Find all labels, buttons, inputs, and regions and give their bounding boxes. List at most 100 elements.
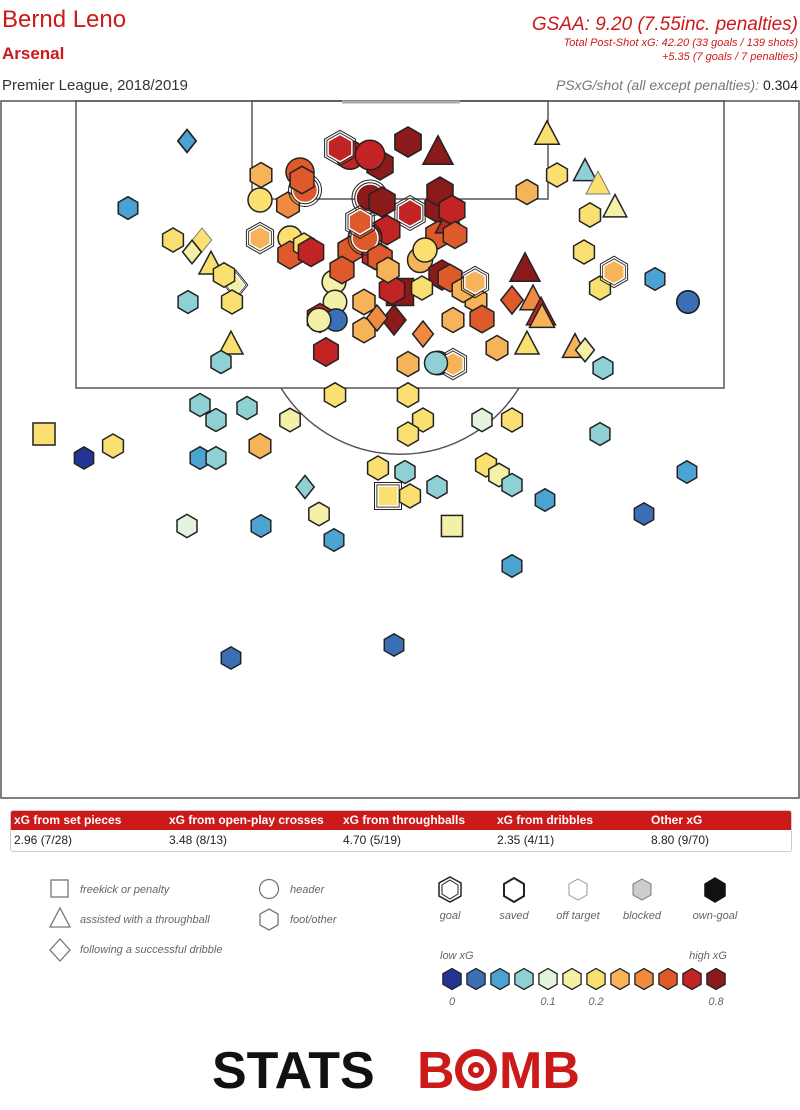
- shot-marker: [381, 303, 407, 337]
- xg-header-throughballs: xG from throughballs: [343, 813, 466, 827]
- shot-marker: [354, 139, 386, 171]
- scale-swatch: [538, 967, 558, 991]
- shot-marker: [394, 126, 422, 158]
- shot-marker: [161, 227, 185, 253]
- psxg-per-shot-value: 0.304: [762, 77, 798, 93]
- shot-marker: [501, 553, 523, 579]
- shot-marker: [499, 284, 525, 316]
- legend-offtarget-icon: [568, 878, 588, 901]
- shot-marker: [602, 192, 628, 218]
- shot-marker: [117, 195, 139, 221]
- shot-marker: [32, 422, 56, 446]
- shot-marker: [528, 302, 556, 329]
- shot-marker: [250, 513, 272, 539]
- shot-marker: [217, 329, 245, 355]
- shot-marker: [212, 261, 236, 289]
- psxg-per-shot: PSxG/shot (all except penalties): 0.304: [556, 77, 798, 93]
- shot-marker: [294, 474, 316, 500]
- shot-marker: [513, 329, 541, 355]
- xg-header-dribbles: xG from dribbles: [497, 813, 594, 827]
- logo-mb: MB: [499, 1042, 580, 1100]
- xg-value-other: 8.80 (9/70): [651, 833, 710, 847]
- legend-goal-label: goal: [440, 910, 461, 922]
- shot-marker: [410, 275, 434, 301]
- shot-marker: [366, 455, 390, 481]
- legend-saved-icon: [503, 876, 525, 904]
- shot-marker: [245, 221, 275, 255]
- shot-marker: [396, 421, 420, 447]
- legend-foot-label: foot/other: [290, 914, 338, 926]
- shot-marker: [376, 256, 400, 284]
- xg-table-header: xG from set pieces xG from open-play cro…: [11, 811, 791, 830]
- legend-goal-icon: [438, 876, 462, 903]
- shot-marker: [394, 459, 416, 485]
- shot-marker: [210, 349, 232, 375]
- shot-marker: [460, 265, 490, 299]
- gsaa-label: GSAA: 9.20 (7.55inc. penalties): [531, 14, 798, 35]
- xg-table-values: 2.96 (7/28) 3.48 (8/13) 4.70 (5/19) 2.35…: [11, 830, 791, 851]
- xg-header-other: Other xG: [651, 813, 703, 827]
- shot-marker: [329, 255, 355, 285]
- shot-marker: [189, 392, 211, 418]
- legend-owngoal-icon: [704, 877, 726, 903]
- shot-marker: [324, 129, 356, 167]
- shot-marker: [176, 128, 198, 154]
- shot-marker: [574, 337, 596, 363]
- legend-dribble-label: following a successful dribble: [80, 944, 222, 956]
- shot-marker: [501, 472, 523, 498]
- shot-marker: [426, 474, 448, 500]
- shot-marker: [411, 407, 435, 433]
- shot-marker: [308, 501, 330, 527]
- shot-marker: [572, 157, 598, 182]
- shot-marker: [398, 483, 422, 509]
- foot-hexagon-icon: [259, 908, 279, 931]
- shot-marker: [676, 459, 698, 485]
- shot-marker: [365, 303, 389, 333]
- scale-tick-0-1: 0.1: [540, 996, 555, 1008]
- shot-marker: [534, 487, 556, 513]
- shot-marker: [297, 236, 325, 268]
- shot-marker: [220, 646, 242, 670]
- legend: freekick or penalty assisted with a thro…: [48, 876, 738, 1008]
- logo-b: B: [417, 1042, 455, 1100]
- legend-header-label: header: [290, 884, 326, 896]
- scale-swatch: [466, 967, 486, 991]
- shot-marker: [323, 381, 347, 409]
- shot-marker: [352, 288, 376, 316]
- logo-stats: STATS: [212, 1042, 375, 1100]
- shot-marker: [545, 162, 569, 188]
- shot-marker: [236, 395, 258, 421]
- shot-marker: [368, 186, 396, 218]
- shot-marker: [533, 119, 561, 145]
- shot-marker: [396, 350, 420, 378]
- statsbomb-logo: STATS B MB: [212, 1042, 580, 1100]
- shot-marker: [441, 306, 465, 334]
- shot-marker: [578, 202, 602, 228]
- xg-color-scale: [442, 967, 726, 991]
- scale-swatch: [586, 967, 606, 991]
- shot-marker: [471, 407, 493, 433]
- shot-marker: [374, 482, 402, 510]
- shot-marker: [469, 304, 495, 334]
- scale-swatch: [442, 967, 462, 991]
- total-psxg-label: Total Post-Shot xG: 42.20 (33 goals / 13…: [563, 37, 798, 49]
- shot-marker: [633, 502, 655, 526]
- shot-marker: [101, 433, 125, 459]
- legend-blocked-icon: [632, 878, 652, 901]
- shot-marker: [442, 220, 468, 250]
- logo-target-icon: [455, 1049, 497, 1091]
- legend-blocked-label: blocked: [623, 910, 662, 922]
- shot-marker: [289, 165, 315, 195]
- shot-marker: [411, 319, 435, 349]
- shot-marker: [279, 407, 301, 433]
- shot-marker: [676, 290, 700, 314]
- scale-swatch: [562, 967, 582, 991]
- shot-marker: [423, 350, 449, 376]
- xg-value-dribbles: 2.35 (4/11): [497, 833, 555, 847]
- shot-marker: [220, 289, 244, 315]
- shot-marker: [312, 336, 340, 368]
- shot-marker: [500, 407, 524, 433]
- shot-marker: [589, 421, 611, 447]
- shot-marker: [378, 274, 406, 306]
- shot-marker: [249, 161, 273, 189]
